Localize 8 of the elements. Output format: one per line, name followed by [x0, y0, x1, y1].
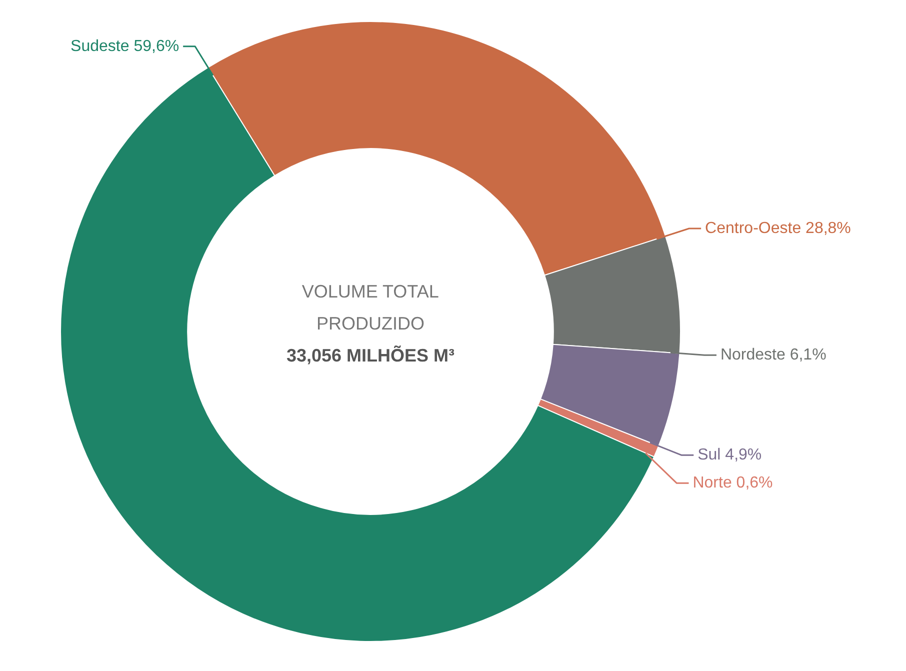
slice-label: Sul 4,9% [698, 446, 762, 464]
slice-label: Sudeste 59,6% [70, 38, 180, 55]
text: VOLUME TOTAL [302, 282, 439, 302]
slice-label: Centro-Oeste 28,8% [705, 220, 851, 237]
slice-label: Norte 0,6% [692, 474, 773, 492]
slice-label: Nordeste 6,1% [720, 346, 826, 364]
text: 33,056 MILHÕES M³ [286, 344, 455, 366]
text: PRODUZIDO [316, 314, 424, 334]
